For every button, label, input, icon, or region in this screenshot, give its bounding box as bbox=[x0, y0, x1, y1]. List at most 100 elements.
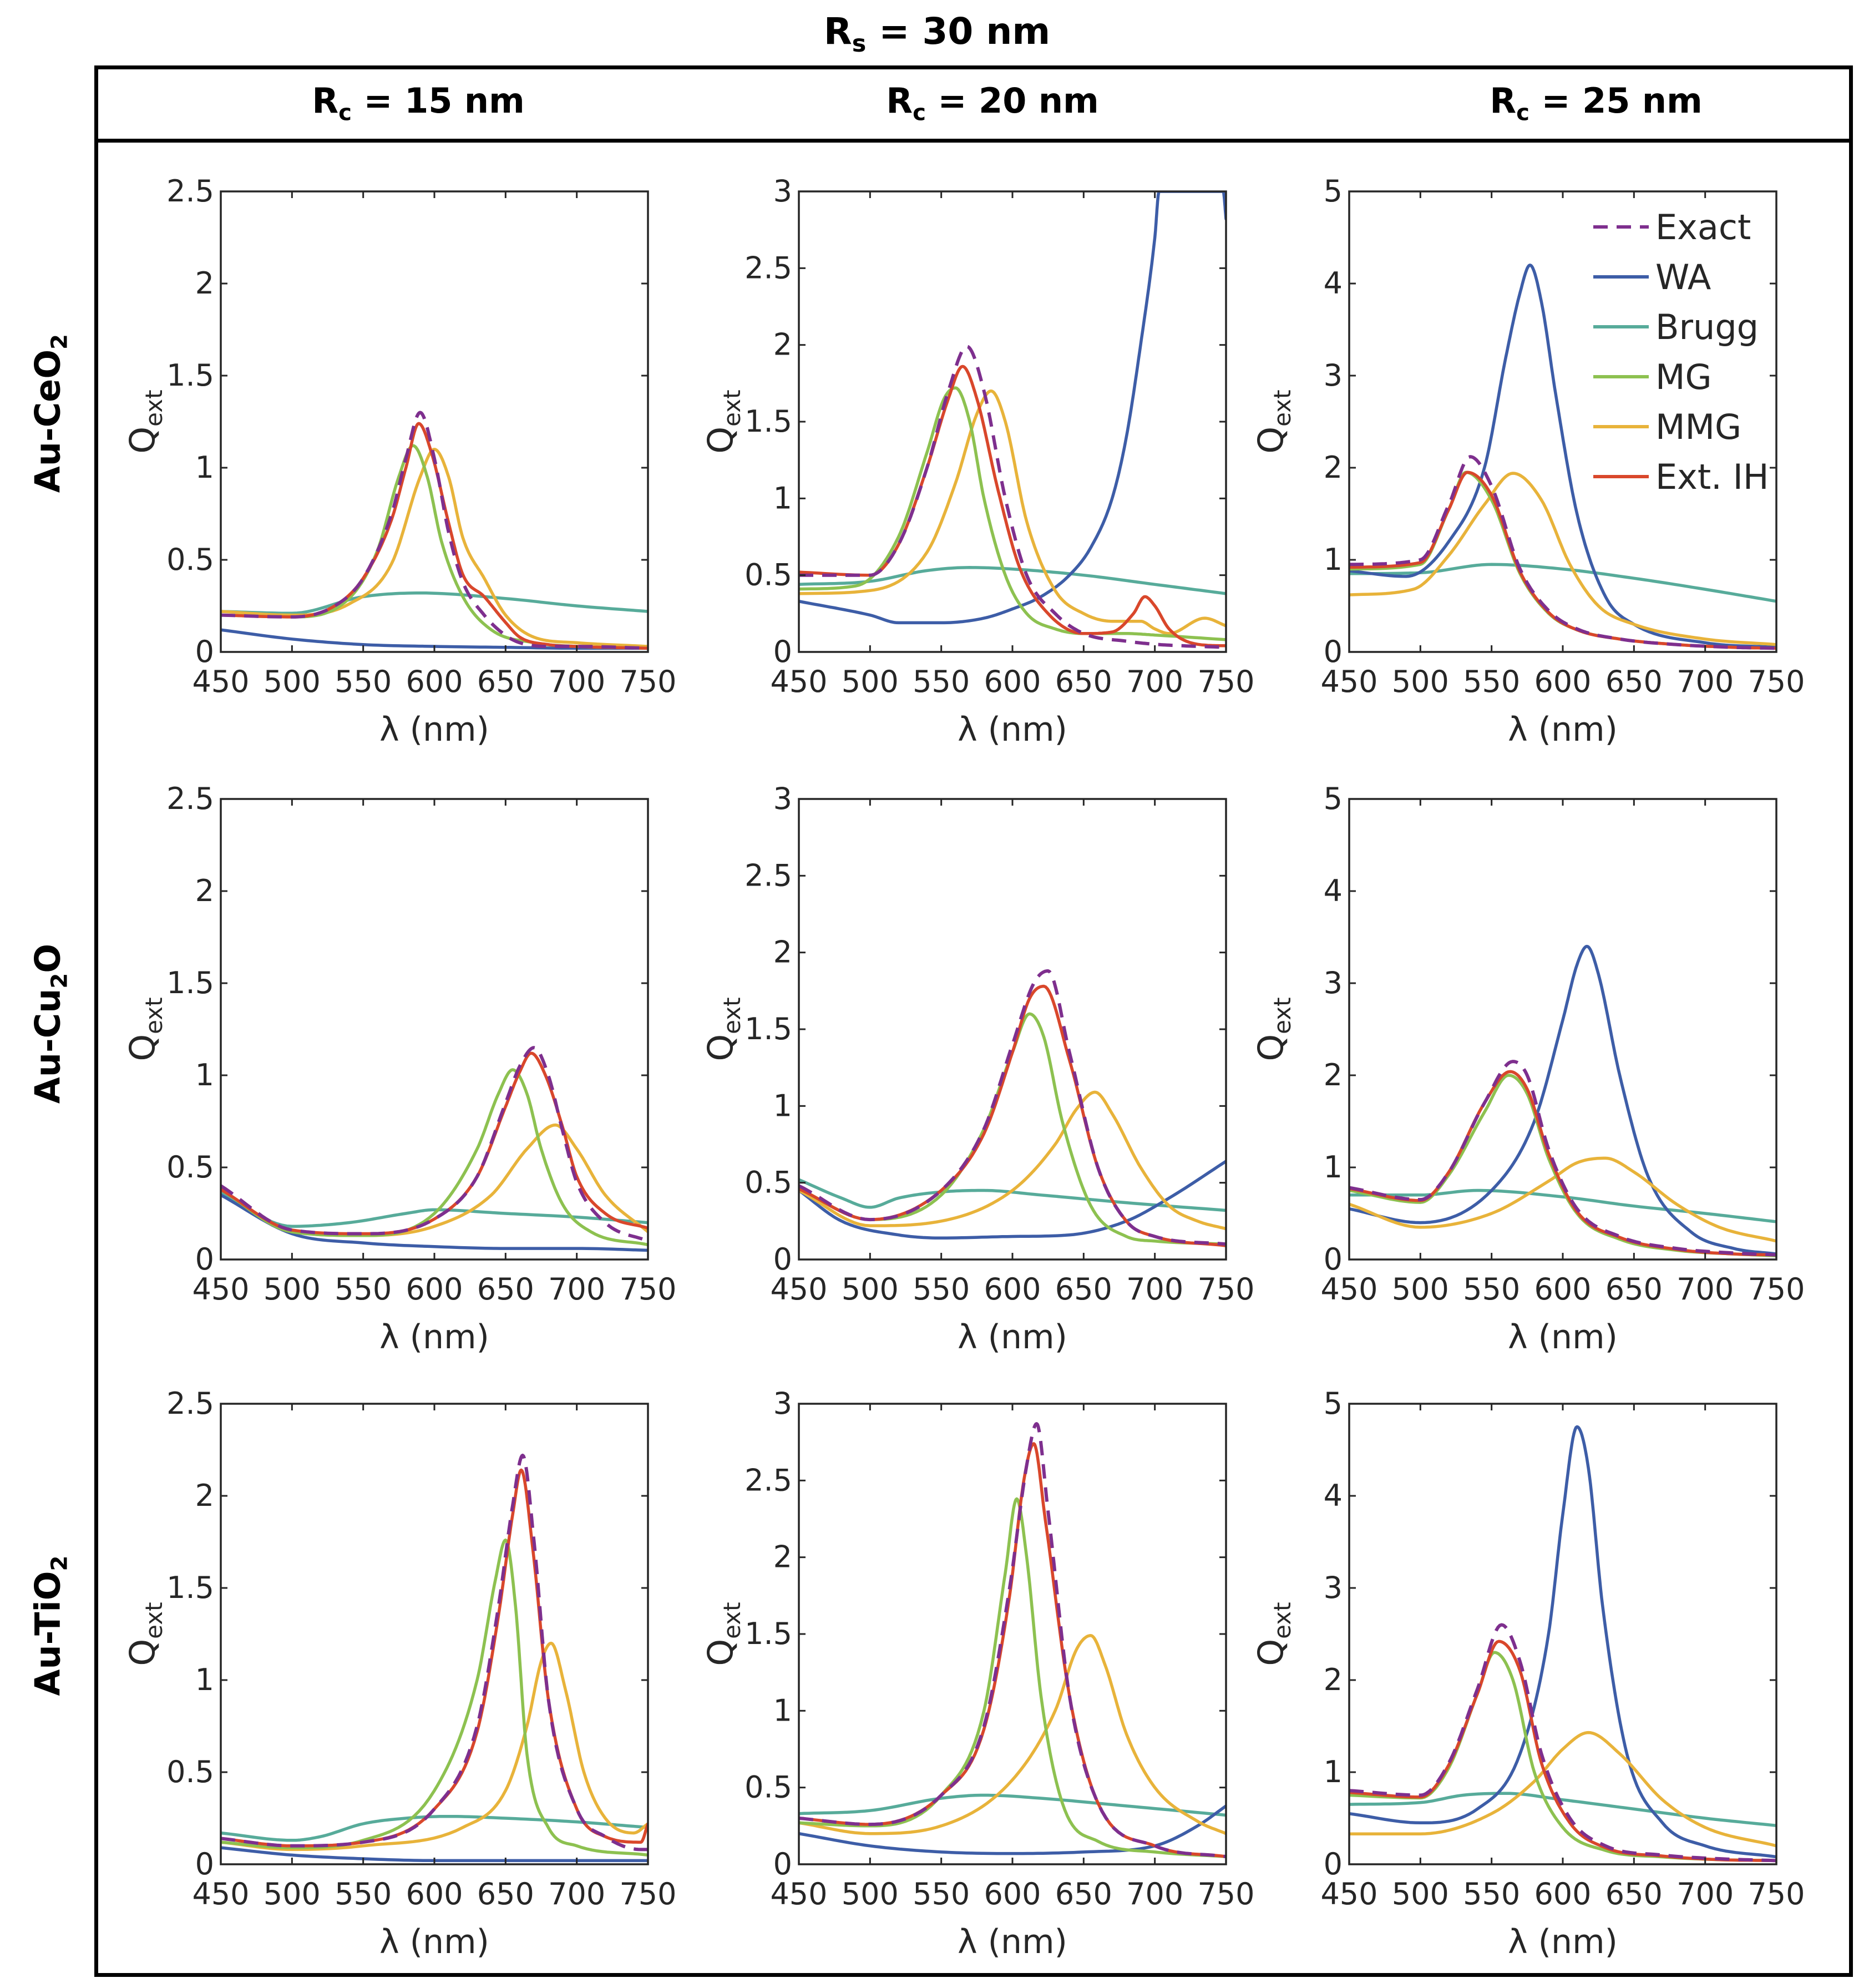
x-axis-label: λ (nm) bbox=[958, 710, 1067, 749]
legend: Exact WA Brugg MG MMG Ext. IH bbox=[1593, 207, 1769, 497]
series-mmg bbox=[221, 448, 648, 648]
x-tick-label: 450 bbox=[1320, 1272, 1377, 1307]
legend-label: Ext. IH bbox=[1655, 457, 1769, 497]
y-axis-label: Qext bbox=[1250, 997, 1296, 1061]
series-group bbox=[1349, 944, 1776, 1258]
y-tick-label: 2.5 bbox=[744, 858, 792, 893]
series-mg bbox=[221, 1068, 648, 1247]
y-tick-label: 2 bbox=[773, 935, 792, 970]
x-axis-label: λ (nm) bbox=[1508, 1923, 1618, 1961]
figure-title: Rs = 30 nm bbox=[823, 10, 1051, 58]
x-tick-label: 450 bbox=[192, 664, 249, 699]
x-tick-label: 600 bbox=[406, 1272, 463, 1307]
x-tick-label: 650 bbox=[1055, 1272, 1112, 1307]
y-tick-label: 2.5 bbox=[744, 250, 792, 285]
x-tick-label: 750 bbox=[1748, 1272, 1805, 1307]
series-exact bbox=[221, 1454, 648, 1852]
x-tick-label: 450 bbox=[1320, 1876, 1377, 1911]
series-mmg bbox=[799, 1090, 1226, 1231]
series-group bbox=[799, 191, 1226, 649]
x-tick-label: 500 bbox=[1392, 1272, 1449, 1307]
y-axis-label: Qext bbox=[122, 389, 168, 453]
x-tick-label: 650 bbox=[477, 1876, 534, 1911]
x-tick-label: 650 bbox=[477, 664, 534, 699]
y-tick-label: 0 bbox=[1324, 1847, 1343, 1881]
y-tick-label: 3 bbox=[1324, 358, 1343, 393]
x-tick-label: 700 bbox=[1677, 1272, 1734, 1307]
x-tick-label: 450 bbox=[770, 1272, 827, 1307]
x-tick-label: 450 bbox=[770, 664, 827, 699]
x-axis-label: λ (nm) bbox=[379, 1923, 489, 1961]
y-tick-label: 4 bbox=[1324, 873, 1343, 908]
y-tick-label: 1.5 bbox=[744, 1011, 792, 1046]
x-tick-label: 550 bbox=[1463, 1876, 1520, 1911]
y-tick-label: 3 bbox=[773, 174, 792, 209]
x-tick-label: 550 bbox=[913, 664, 970, 699]
header-separator bbox=[98, 139, 1849, 143]
x-tick-label: 550 bbox=[335, 664, 392, 699]
series-group bbox=[221, 1454, 648, 1863]
y-axis-label: Qext bbox=[700, 1602, 746, 1666]
y-tick-label: 2.5 bbox=[166, 174, 214, 209]
x-tick-label: 700 bbox=[548, 1272, 605, 1307]
chart-panel-r2-c2: 450 500 550 600 650 700 750 0 0.5 1 1.5 2 2.5 3 λ (nm)… bbox=[700, 781, 1255, 1357]
x-tick-label: 550 bbox=[335, 1272, 392, 1307]
x-tick-label: 500 bbox=[842, 1272, 899, 1307]
series-exact bbox=[221, 411, 648, 650]
series-group bbox=[799, 969, 1226, 1247]
x-tick-label: 700 bbox=[1126, 1876, 1183, 1911]
series-brugg bbox=[1349, 563, 1776, 603]
y-tick-label: 0 bbox=[773, 1242, 792, 1277]
series-mg bbox=[799, 1012, 1226, 1246]
y-tick-label: 2 bbox=[1324, 1662, 1343, 1697]
x-tick-label: 550 bbox=[913, 1272, 970, 1307]
y-tick-label: 2.5 bbox=[166, 781, 214, 816]
legend-label: MMG bbox=[1655, 407, 1741, 447]
y-tick-label: 2 bbox=[195, 1478, 214, 1513]
y-tick-label: 2 bbox=[1324, 450, 1343, 485]
series-mmg bbox=[799, 389, 1226, 635]
series-group bbox=[221, 411, 648, 650]
x-tick-label: 500 bbox=[264, 1876, 321, 1911]
series-exact bbox=[1349, 455, 1776, 650]
x-tick-label: 750 bbox=[619, 664, 676, 699]
x-tick-label: 550 bbox=[1463, 1272, 1520, 1307]
x-tick-label: 650 bbox=[1605, 1876, 1663, 1911]
y-tick-label: 0 bbox=[773, 634, 792, 669]
series-mmg bbox=[1349, 472, 1776, 646]
x-tick-label: 600 bbox=[984, 664, 1041, 699]
y-tick-label: 5 bbox=[1324, 781, 1343, 816]
x-tick-label: 750 bbox=[1197, 1876, 1254, 1911]
y-tick-label: 1 bbox=[773, 480, 792, 515]
y-tick-label: 1 bbox=[773, 1693, 792, 1728]
series-exact bbox=[1349, 1623, 1776, 1863]
y-axis-label: Qext bbox=[122, 1602, 168, 1666]
series-wa bbox=[799, 1804, 1226, 1855]
y-tick-label: 3 bbox=[773, 781, 792, 816]
series-brugg bbox=[799, 1793, 1226, 1817]
x-tick-label: 600 bbox=[406, 664, 463, 699]
x-axis-label: λ (nm) bbox=[958, 1923, 1067, 1961]
x-tick-label: 500 bbox=[264, 1272, 321, 1307]
series-brugg bbox=[221, 591, 648, 615]
figure-frame: Rc = 15 nm Rc = 20 nm Rc = 25 nm bbox=[94, 65, 1853, 1977]
y-tick-label: 0 bbox=[195, 1242, 214, 1277]
series-exact bbox=[799, 345, 1226, 649]
y-tick-label: 2.5 bbox=[744, 1463, 792, 1498]
x-tick-label: 650 bbox=[1055, 664, 1112, 699]
x-axis-label: λ (nm) bbox=[1508, 710, 1618, 749]
y-tick-label: 1.5 bbox=[744, 404, 792, 439]
x-tick-label: 750 bbox=[1197, 1272, 1254, 1307]
x-tick-label: 450 bbox=[1320, 664, 1377, 699]
x-tick-label: 550 bbox=[335, 1876, 392, 1911]
column-title-rc-20: Rc = 20 nm bbox=[886, 80, 1099, 126]
x-tick-label: 550 bbox=[1463, 664, 1520, 699]
series-mmg bbox=[1349, 1156, 1776, 1243]
y-axis-label: Qext bbox=[1250, 1602, 1296, 1666]
chart-panel-r2-c3: 450 500 550 600 650 700 750 0 1 2 3 4 5 λ (nm) Qext bbox=[1250, 781, 1805, 1357]
y-tick-label: 2 bbox=[195, 873, 214, 908]
y-tick-label: 1 bbox=[195, 1058, 214, 1092]
series-ext-ih bbox=[221, 1051, 648, 1236]
series-wa bbox=[799, 191, 1226, 625]
